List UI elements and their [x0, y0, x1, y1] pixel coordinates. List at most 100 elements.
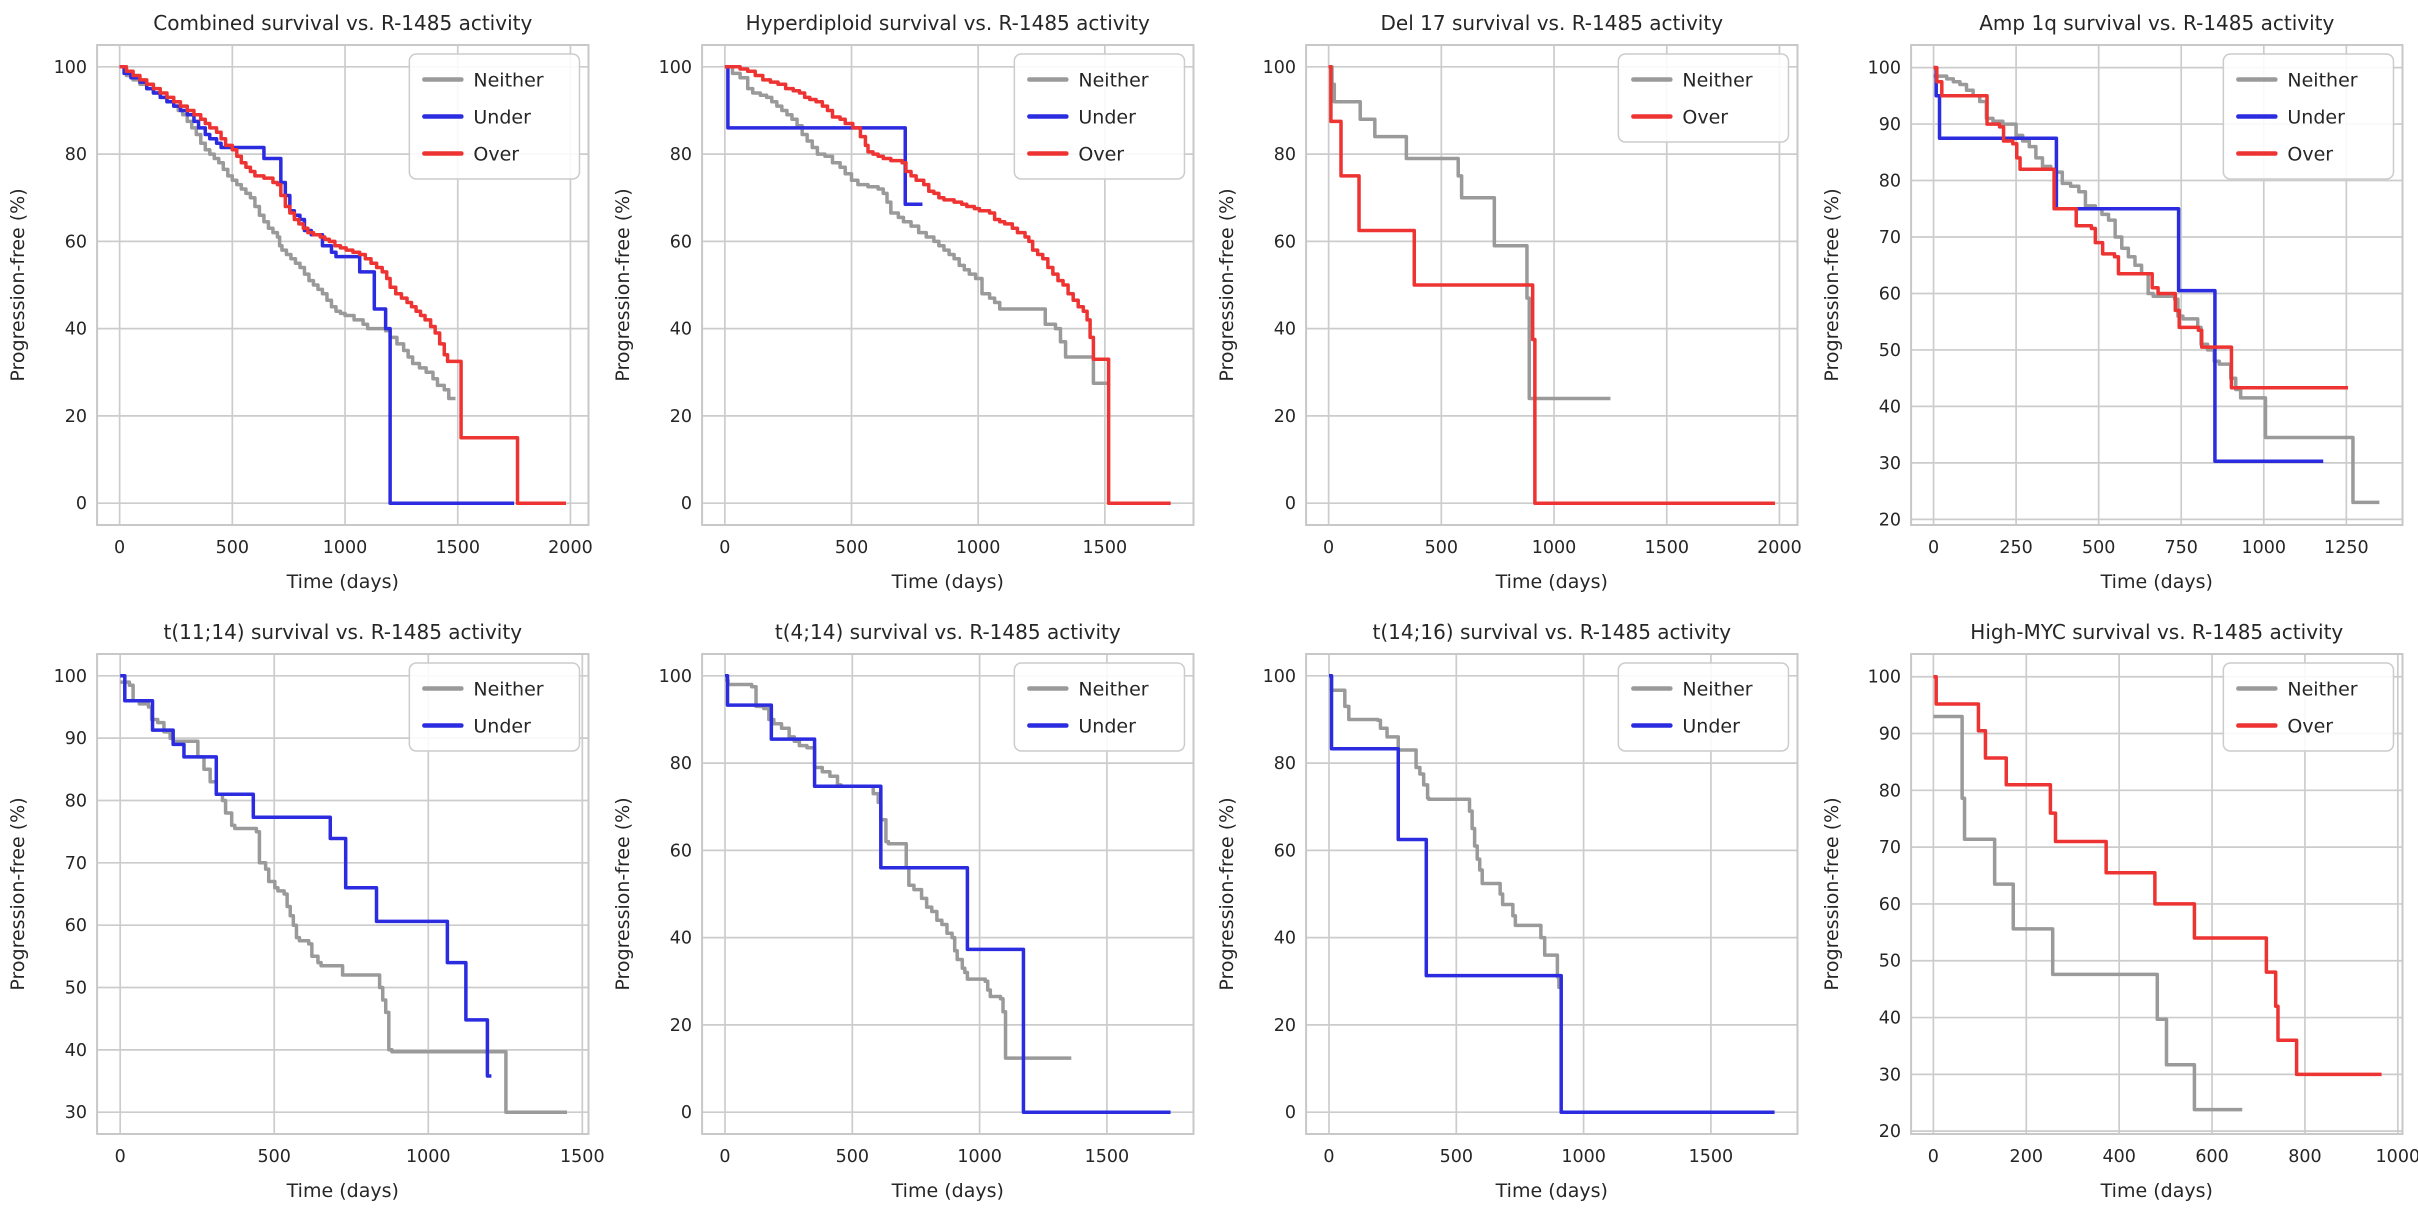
y-tick-label: 60	[1878, 284, 1900, 304]
x-tick-label: 1500	[1644, 538, 1689, 558]
y-tick-label: 100	[1867, 59, 1900, 79]
y-tick-label: 40	[1878, 397, 1900, 417]
y-tick-label: 100	[658, 667, 691, 687]
x-tick-label: 500	[1440, 1147, 1473, 1167]
plot-title: Del 17 survival vs. R-1485 activity	[1381, 11, 1724, 35]
y-tick-label: 60	[669, 841, 691, 861]
curve-neither	[1328, 65, 1611, 401]
survival-plot-high-myc: 0 200 400 600 800 1000 20 30 40 50 60 70 80 90 100 High…	[1813, 609, 2418, 1218]
plot-canvas-t14-16: 0 500 1000 1500 0 20 40 60 80 100 t(14;16) surviva…	[1216, 620, 1799, 1202]
x-tick-label: 0	[1927, 1147, 1938, 1167]
legend-box	[2222, 53, 2394, 180]
legend-label-under: Under	[1078, 107, 1136, 129]
legend-label-over: Over	[1078, 144, 1124, 166]
tick-labels: 0 500 1000 1500 0 20 40 60 80 100	[658, 667, 1129, 1167]
plot-canvas-high-myc: 0 200 400 600 800 1000 20 30 40 50 60 70 80 90 100 High…	[1821, 620, 2418, 1202]
x-tick-label: 250	[1999, 538, 2032, 558]
survival-plot-del17: 0 500 1000 1500 2000 0 20 40 60 80 100 Del 17 survi…	[1209, 0, 1814, 609]
legend-label-over: Over	[2287, 144, 2333, 166]
y-tick-label: 20	[669, 1016, 691, 1036]
y-tick-label: 0	[76, 494, 87, 514]
y-axis-label: Progression-free (%)	[1216, 188, 1238, 381]
legend: Neither Under Over	[408, 53, 581, 180]
legend-box	[408, 662, 581, 752]
y-tick-label: 20	[1274, 407, 1296, 427]
x-axis-label: Time (days)	[1495, 1180, 1608, 1202]
y-tick-label: 70	[65, 854, 87, 874]
legend-box	[1013, 53, 1185, 180]
legend-box	[1617, 53, 1790, 143]
y-tick-label: 100	[54, 667, 87, 687]
legend-box	[1617, 662, 1790, 752]
y-tick-label: 80	[669, 145, 691, 165]
x-tick-label: 1000	[957, 1147, 1002, 1167]
x-tick-label: 1000	[406, 1147, 451, 1167]
legend-label-neither: Neither	[473, 679, 543, 701]
curve-under	[120, 674, 492, 1078]
x-axis-label: Time (days)	[2099, 1180, 2212, 1202]
tick-labels: 0 200 400 600 800 1000 20 30 40 50 60 70 80 90 100	[1867, 668, 2418, 1167]
y-tick-label: 80	[65, 145, 87, 165]
legend: Neither Over	[2222, 662, 2394, 752]
legend-label-neither: Neither	[2287, 70, 2357, 92]
x-tick-label: 500	[2081, 538, 2114, 558]
legend: Neither Under	[1617, 662, 1790, 752]
y-tick-label: 70	[1878, 838, 1900, 858]
plot-border	[1909, 44, 2403, 526]
y-tick-label: 50	[1878, 952, 1900, 972]
x-axis-label: Time (days)	[2099, 571, 2212, 593]
y-axis-label: Progression-free (%)	[612, 188, 634, 381]
y-tick-label: 90	[65, 729, 87, 749]
legend-label-under: Under	[473, 107, 531, 129]
y-tick-label: 100	[54, 58, 87, 78]
y-tick-label: 80	[1878, 172, 1900, 192]
plot-title: High-MYC survival vs. R-1485 activity	[1970, 620, 2343, 644]
y-tick-label: 40	[65, 320, 87, 340]
x-tick-label: 1500	[1082, 538, 1127, 558]
y-axis-label: Progression-free (%)	[7, 188, 29, 381]
x-tick-label: 0	[719, 1147, 730, 1167]
survival-plot-hyperdiploid: 0 500 1000 1500 0 20 40 60 80 100 Hyperdiploid sur…	[604, 0, 1209, 609]
x-tick-label: 750	[2164, 538, 2197, 558]
y-tick-label: 80	[1274, 754, 1296, 774]
y-tick-label: 40	[669, 320, 691, 340]
x-tick-label: 1500	[1084, 1147, 1129, 1167]
x-tick-label: 1000	[1532, 538, 1577, 558]
x-tick-label: 500	[216, 538, 249, 558]
x-tick-label: 0	[115, 1147, 126, 1167]
plot-title: t(4;14) survival vs. R-1485 activity	[774, 620, 1120, 644]
y-tick-label: 20	[1878, 510, 1900, 530]
x-tick-label: 1000	[323, 538, 368, 558]
survival-plot-combined: 0 500 1000 1500 2000 0 20 40 60 80 100 Combined sur…	[0, 0, 605, 609]
legend-label-over: Over	[2287, 716, 2333, 738]
x-tick-label: 600	[2195, 1147, 2228, 1167]
plot-canvas-t4-14: 0 500 1000 1500 0 20 40 60 80 100 t(4;14) survival…	[612, 620, 1194, 1202]
y-axis-label: Progression-free (%)	[612, 797, 634, 990]
plot-title: t(11;14) survival vs. R-1485 activity	[163, 620, 522, 644]
x-tick-label: 400	[2102, 1147, 2135, 1167]
survival-plot-t11-14: 0 500 1000 1500 30 40 50 60 70 80 90 100 t(11;14) su…	[0, 609, 605, 1218]
y-tick-label: 30	[1878, 1065, 1900, 1085]
x-axis-label: Time (days)	[1495, 571, 1608, 593]
x-tick-label: 0	[114, 538, 125, 558]
tick-labels: 0 500 1000 1500 30 40 50 60 70 80 90 100	[54, 667, 605, 1167]
x-axis-label: Time (days)	[890, 571, 1003, 593]
survival-plot-t4-14: 0 500 1000 1500 0 20 40 60 80 100 t(4;14) survival…	[604, 609, 1209, 1218]
x-tick-label: 200	[2009, 1147, 2042, 1167]
y-tick-label: 20	[65, 407, 87, 427]
plot-border	[1305, 44, 1799, 526]
y-axis-label: Progression-free (%)	[7, 797, 29, 990]
y-tick-label: 50	[1878, 341, 1900, 361]
y-tick-label: 50	[65, 979, 87, 999]
y-tick-label: 0	[1285, 494, 1296, 514]
legend: Neither Under Over	[1013, 53, 1185, 180]
tick-labels: 0 500 1000 1500 0 20 40 60 80 100	[1263, 667, 1734, 1167]
x-tick-label: 1500	[435, 538, 480, 558]
legend-label-under: Under	[1682, 716, 1740, 738]
legend-box	[408, 53, 581, 180]
curve-neither	[724, 678, 1071, 1060]
y-tick-label: 60	[1274, 232, 1296, 252]
legend-label-under: Under	[1078, 716, 1136, 738]
x-tick-label: 500	[834, 538, 867, 558]
plot-border	[96, 653, 590, 1135]
